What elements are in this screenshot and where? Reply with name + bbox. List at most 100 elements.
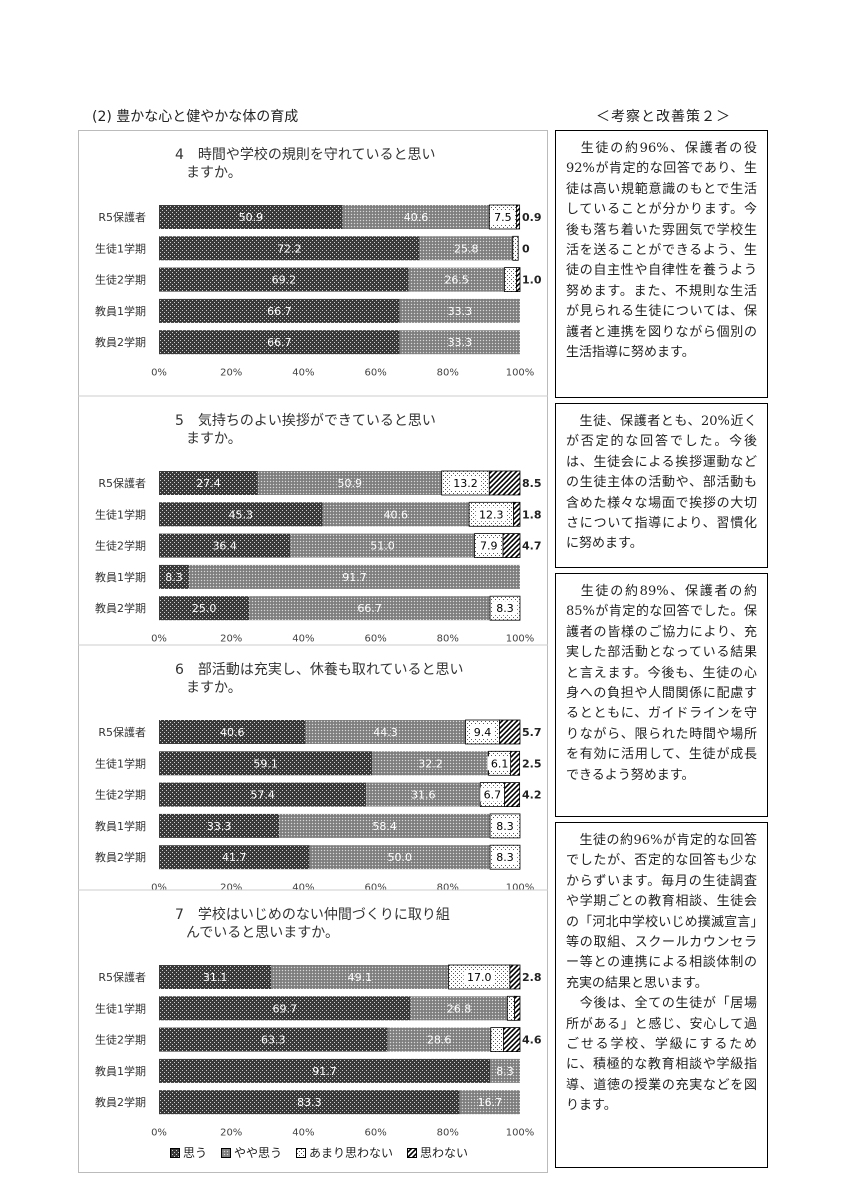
- bar-segment: [159, 720, 306, 744]
- chart-title: ますか。: [186, 431, 242, 447]
- data-label-outer: 8.5: [522, 477, 542, 490]
- category-label: 生徒1学期: [95, 241, 146, 255]
- legend-swatch: [296, 1147, 307, 1158]
- data-label: 57.4: [250, 789, 275, 802]
- data-label: 12.3: [479, 508, 504, 521]
- legend-item: やや思う: [221, 1144, 282, 1161]
- x-tick-label: 100%: [506, 368, 535, 379]
- bar-segment: [159, 782, 367, 807]
- data-label: 26.8: [447, 1002, 472, 1015]
- data-label: 66.7: [357, 602, 382, 615]
- x-tick-label: 20%: [220, 368, 242, 379]
- bar-segment: [159, 1027, 388, 1052]
- data-label-bg: [470, 725, 495, 739]
- chart-frame: [78, 130, 548, 1173]
- x-tick-label: 80%: [437, 1128, 459, 1139]
- data-label: 6.7: [484, 789, 502, 802]
- data-label: 83.3: [297, 1096, 322, 1109]
- bar-segment: [271, 965, 449, 989]
- data-label: 8.3: [165, 571, 183, 584]
- data-label: 45.3: [229, 508, 254, 521]
- data-label: 7.5: [494, 211, 512, 224]
- data-label: 33.3: [207, 820, 232, 833]
- data-label-outer: 1.8: [522, 508, 542, 521]
- x-tick-label: 60%: [364, 1128, 386, 1139]
- category-label: 教員2学期: [95, 850, 146, 864]
- category-label: 生徒1学期: [95, 756, 146, 770]
- data-label: 8.3: [496, 820, 514, 833]
- data-label-outer: 1.0: [522, 274, 542, 287]
- bar-segment: [322, 502, 470, 527]
- chart-title: ますか。: [186, 680, 242, 696]
- x-tick-label: 20%: [220, 883, 242, 894]
- legend-label: あまり思わない: [309, 1146, 394, 1160]
- note-box-2: 生徒、保護者とも、20%近くが否定的な回答でした。今後は、生徒会による挨拶運動な…: [555, 403, 768, 568]
- data-label: 91.7: [312, 1065, 337, 1078]
- category-label: 教員1学期: [95, 819, 146, 833]
- bar-segment: [506, 995, 515, 1021]
- legend: 思う やや思う あまり思わない 思わない: [170, 1144, 468, 1161]
- category-label: 教員2学期: [95, 601, 146, 615]
- bar-segment: [159, 1058, 491, 1083]
- x-tick-label: 20%: [220, 634, 242, 645]
- data-label: 49.1: [348, 971, 373, 984]
- chart-title: んでいると思いますか。: [186, 925, 339, 941]
- bar-segment: [490, 1027, 504, 1052]
- chart-title: 7 学校はいじめのない仲間づくりに取り組: [175, 906, 450, 923]
- chart-title: 6 部活動は充実し、休養も取れていると思い: [175, 661, 464, 678]
- data-label: 91.7: [342, 571, 367, 584]
- legend-item: あまり思わない: [296, 1144, 393, 1161]
- bar-segment: [257, 471, 442, 495]
- data-label-bg: [487, 756, 512, 771]
- data-label: 69.7: [273, 1002, 298, 1015]
- bar-segment: [188, 564, 520, 589]
- data-label: 40.6: [384, 508, 409, 521]
- bar-segment: [159, 471, 258, 495]
- bar-segment: [159, 236, 420, 261]
- data-label-bg: [492, 818, 518, 833]
- bar-segment: [159, 845, 310, 870]
- legend-swatch: [170, 1147, 180, 1158]
- data-label-bg: [463, 970, 495, 984]
- x-tick-label: 40%: [292, 883, 314, 894]
- bar-segment: [399, 330, 520, 355]
- data-label: 40.6: [404, 211, 429, 224]
- data-label: 9.4: [474, 726, 492, 739]
- bar-segment: [410, 996, 508, 1021]
- bar-segment: [504, 267, 517, 293]
- data-label: 44.3: [373, 726, 398, 739]
- data-label: 59.1: [253, 757, 278, 770]
- data-label: 27.4: [196, 477, 221, 490]
- bar-segment: [290, 533, 475, 558]
- x-tick-label: 0%: [151, 1128, 167, 1139]
- x-tick-label: 60%: [364, 883, 386, 894]
- x-tick-label: 0%: [151, 368, 167, 379]
- data-label-bg: [492, 850, 518, 865]
- bar-segment: [419, 236, 513, 261]
- data-label: 41.7: [222, 851, 247, 864]
- bar-segment: [513, 501, 521, 527]
- data-label: 6.1: [491, 757, 509, 770]
- data-label-outer: 2.8: [522, 971, 542, 984]
- bar-segment: [159, 330, 400, 355]
- category-label: 教員1学期: [95, 304, 146, 318]
- bar-segment: [249, 596, 491, 621]
- note-box-3: 生徒の約89%、保護者の約85%が肯定的な回答でした。保護者の皆様のご協力により…: [555, 573, 768, 817]
- bar-segment: [159, 965, 272, 989]
- bar-segment: [159, 813, 280, 838]
- bar-segment: [159, 205, 343, 229]
- data-label: 31.1: [203, 971, 228, 984]
- bar-segment: [515, 204, 521, 230]
- data-label: 31.6: [411, 789, 436, 802]
- category-label: 教員2学期: [95, 335, 146, 349]
- bar-segment: [490, 1058, 520, 1083]
- legend-label: やや思う: [234, 1146, 283, 1160]
- data-label-outer: 4.7: [522, 540, 542, 553]
- category-label: 生徒2学期: [95, 1033, 146, 1047]
- data-label-bg: [475, 507, 507, 522]
- data-label: 32.2: [418, 757, 443, 770]
